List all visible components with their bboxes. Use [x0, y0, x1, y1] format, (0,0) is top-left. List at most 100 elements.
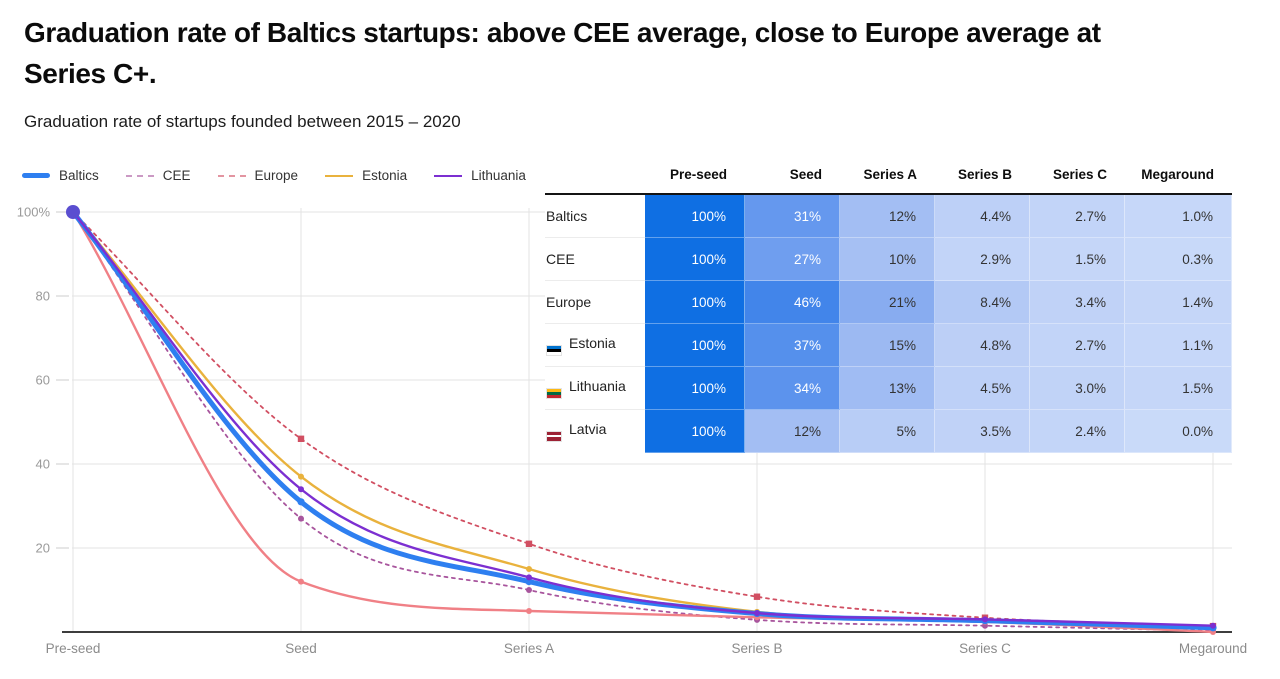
column-header-seed: Seed — [745, 163, 840, 195]
page-title: Graduation rate of Baltics startups: abo… — [24, 17, 1101, 89]
value-cell: 3.0% — [1030, 367, 1125, 410]
value-cell: 1.4% — [1125, 281, 1232, 324]
x-tick-label: Series A — [504, 641, 554, 656]
corner-cell — [545, 163, 645, 195]
flag-estonia — [546, 344, 562, 356]
row-label: Baltics — [545, 195, 645, 238]
row-label: Latvia — [545, 410, 645, 453]
value-cell: 15% — [840, 324, 935, 367]
legend-label: Baltics — [59, 168, 99, 183]
value-cell: 1.0% — [1125, 195, 1232, 238]
legend-swatch-lithuania — [434, 174, 463, 177]
y-tick-label: 20 — [36, 541, 50, 556]
data-table-panel: Pre-seed Seed Series A Series B Series C Mega… — [545, 163, 1232, 453]
data-point-marker — [298, 515, 304, 522]
value-cell: 100% — [645, 324, 745, 367]
column-header-series-a: Series A — [840, 163, 935, 195]
value-cell: 13% — [840, 367, 935, 410]
legend-item-baltics: Baltics — [22, 168, 99, 183]
column-header-pre-seed: Pre-seed — [645, 163, 745, 195]
data-point-marker — [298, 578, 304, 585]
data-point-marker — [753, 593, 761, 600]
table-row-estonia: Estonia 100% 37% 15% 4.8% 2.7% 1.1% — [545, 324, 1232, 367]
y-tick-label: 40 — [36, 457, 50, 472]
value-cell: 3.4% — [1030, 281, 1125, 324]
data-point-marker — [526, 608, 532, 614]
value-cell: 0.0% — [1125, 410, 1232, 453]
series-line-baltics — [70, 209, 1216, 631]
table-row-lithuania: Lithuania 100% 34% 13% 4.5% 3.0% 1.5% — [545, 367, 1232, 410]
value-cell: 34% — [745, 367, 840, 410]
value-cell: 31% — [745, 195, 840, 238]
legend-swatch-europe — [217, 174, 246, 177]
data-point-marker — [754, 610, 760, 617]
legend-item-cee: CEE — [125, 168, 191, 183]
series-markers-lithuania — [70, 209, 1216, 629]
start-point-dot — [66, 205, 80, 219]
value-cell: 4.4% — [935, 195, 1030, 238]
value-cell: 2.7% — [1030, 324, 1125, 367]
legend-label: CEE — [162, 168, 191, 183]
x-tick-label: Seed — [285, 641, 317, 656]
y-tick-label: 100% — [17, 205, 51, 220]
column-header-series-c: Series C — [1030, 163, 1125, 195]
value-cell: 0.3% — [1125, 238, 1232, 281]
data-point-marker — [1210, 622, 1216, 629]
value-cell: 27% — [745, 238, 840, 281]
value-cell: 21% — [840, 281, 935, 324]
data-table: Pre-seed Seed Series A Series B Series C Mega… — [545, 163, 1232, 453]
data-point-marker — [297, 498, 305, 506]
table-row-cee: CEE 100% 27% 10% 2.9% 1.5% 0.3% — [545, 238, 1232, 281]
value-cell: 8.4% — [935, 281, 1030, 324]
row-label: CEE — [545, 238, 645, 281]
legend-item-estonia: Estonia — [325, 168, 407, 183]
value-cell: 12% — [745, 410, 840, 453]
legend-label: Lithuania — [471, 168, 526, 183]
value-cell: 46% — [745, 281, 840, 324]
series-line-cee — [72, 211, 1214, 632]
value-cell: 2.9% — [935, 238, 1030, 281]
column-header-series-b: Series B — [935, 163, 1030, 195]
x-tick-label: Series C — [959, 641, 1011, 656]
table-row-latvia: Latvia 100% 12% 5% 3.5% 2.4% 0.0% — [545, 410, 1232, 453]
y-tick-label: 80 — [36, 289, 50, 304]
data-point-marker — [526, 566, 532, 572]
data-point-marker — [297, 435, 305, 442]
x-tick-label: Megaround — [1179, 641, 1247, 656]
series-line-lithuania — [71, 210, 1215, 627]
table-row-europe: Europe 100% 46% 21% 8.4% 3.4% 1.4% — [545, 281, 1232, 324]
x-tick-label: Series B — [731, 641, 782, 656]
legend-label: Estonia — [362, 168, 408, 183]
legend-item-europe: Europe — [217, 168, 299, 183]
value-cell: 100% — [645, 367, 745, 410]
value-cell: 37% — [745, 324, 840, 367]
data-point-marker — [298, 486, 304, 493]
chart-legend: BalticsCEEEuropeEstoniaLithuaniaLatvia — [22, 168, 626, 183]
value-cell: 2.4% — [1030, 410, 1125, 453]
table-body: Baltics 100% 31% 12% 4.4% 2.7% 1.0% CEE 100% 27% 1… — [545, 195, 1232, 453]
data-point-marker — [982, 616, 988, 623]
data-point-marker — [525, 540, 533, 547]
legend-label: Europe — [254, 168, 299, 183]
value-cell: 3.5% — [935, 410, 1030, 453]
value-cell: 100% — [645, 238, 745, 281]
value-cell: 5% — [840, 410, 935, 453]
row-label: Europe — [545, 281, 645, 324]
legend-swatch-estonia — [325, 174, 354, 177]
flag-latvia — [546, 430, 562, 442]
chart-subtitle: Graduation rate of startups founded betw… — [24, 112, 461, 131]
column-header-megaround: Megaround — [1125, 163, 1232, 195]
value-cell: 4.5% — [935, 367, 1030, 410]
value-cell: 100% — [645, 281, 745, 324]
table-row-baltics: Baltics 100% 31% 12% 4.4% 2.7% 1.0% — [545, 195, 1232, 238]
flag-lithuania — [546, 387, 562, 399]
legend-item-lithuania: Lithuania — [434, 168, 526, 183]
data-point-marker — [526, 587, 532, 593]
table-header-row: Pre-seed Seed Series A Series B Series C Mega… — [545, 163, 1232, 195]
value-cell: 1.5% — [1125, 367, 1232, 410]
row-label: Estonia — [545, 324, 645, 367]
y-tick-label: 60 — [36, 373, 50, 388]
value-cell: 1.1% — [1125, 324, 1232, 367]
